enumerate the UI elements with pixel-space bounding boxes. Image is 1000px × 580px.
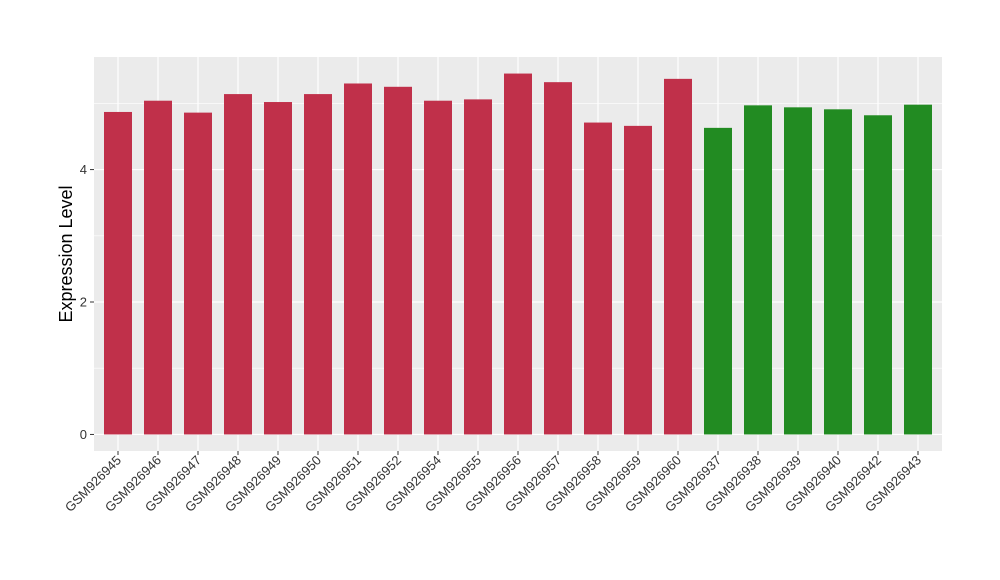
- bar-GSM926958: [584, 122, 612, 435]
- bar-GSM926952: [384, 86, 412, 435]
- bar-GSM926957: [544, 82, 572, 435]
- bar-GSM926948: [224, 94, 252, 435]
- bar-GSM926949: [264, 102, 292, 435]
- bar-GSM926950: [304, 94, 332, 435]
- y-tick-label: 0: [80, 427, 87, 442]
- bar-GSM926951: [344, 83, 372, 435]
- bar-GSM926960: [664, 78, 692, 435]
- bar-GSM926942: [864, 115, 892, 435]
- bar-GSM926945: [104, 111, 132, 435]
- bar-GSM926937: [704, 127, 732, 435]
- bar-GSM926939: [784, 107, 812, 435]
- y-axis: 0 2 4: [80, 162, 94, 442]
- bar-GSM926955: [464, 99, 492, 435]
- y-tick-label: 4: [80, 162, 87, 177]
- x-axis: GSM926945GSM926946GSM926947GSM926948GSM9…: [62, 451, 924, 515]
- bar-GSM926956: [504, 73, 532, 435]
- bars: [104, 73, 932, 435]
- bar-GSM926938: [744, 105, 772, 435]
- y-axis-title: Expression Level: [56, 185, 76, 322]
- bar-GSM926940: [824, 109, 852, 435]
- y-tick-label: 2: [80, 295, 87, 310]
- bar-GSM926947: [184, 112, 212, 435]
- bar-GSM926943: [904, 104, 932, 435]
- bar-GSM926954: [424, 100, 452, 435]
- bar-GSM926946: [144, 100, 172, 435]
- bar-GSM926959: [624, 125, 652, 435]
